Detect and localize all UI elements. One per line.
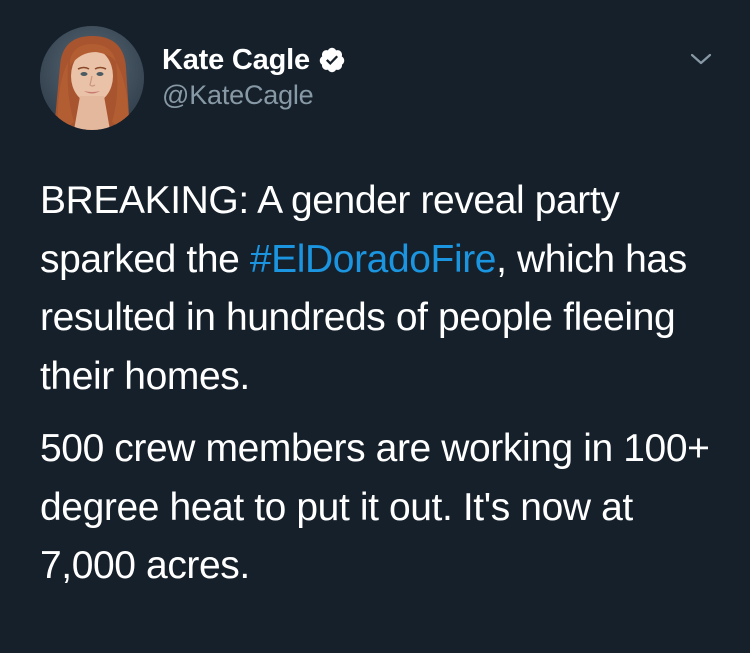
tweet-text-lead: BREAKING: A gender reveal party sparked … xyxy=(40,179,620,281)
author-names: Kate Cagle @KateCagle xyxy=(162,42,346,111)
hashtag-link[interactable]: #ElDoradoFire xyxy=(249,237,497,281)
display-name[interactable]: Kate Cagle xyxy=(162,43,310,76)
avatar-image xyxy=(40,26,144,130)
name-row: Kate Cagle xyxy=(162,42,346,78)
verified-badge-icon xyxy=(318,46,346,74)
tweet-text-rest: , which has resulted in hundreds of peop… xyxy=(40,237,687,398)
chevron-down-icon[interactable] xyxy=(688,46,714,72)
tweet-paragraph-1: BREAKING: A gender reveal party sparked … xyxy=(40,172,720,406)
avatar[interactable] xyxy=(40,26,144,130)
tweet-text: BREAKING: A gender reveal party sparked … xyxy=(40,172,720,596)
tweet-header: Kate Cagle @KateCagle xyxy=(40,26,722,130)
user-handle[interactable]: @KateCagle xyxy=(162,80,314,110)
tweet-paragraph-2: 500 crew members are working in 100+ deg… xyxy=(40,427,710,587)
